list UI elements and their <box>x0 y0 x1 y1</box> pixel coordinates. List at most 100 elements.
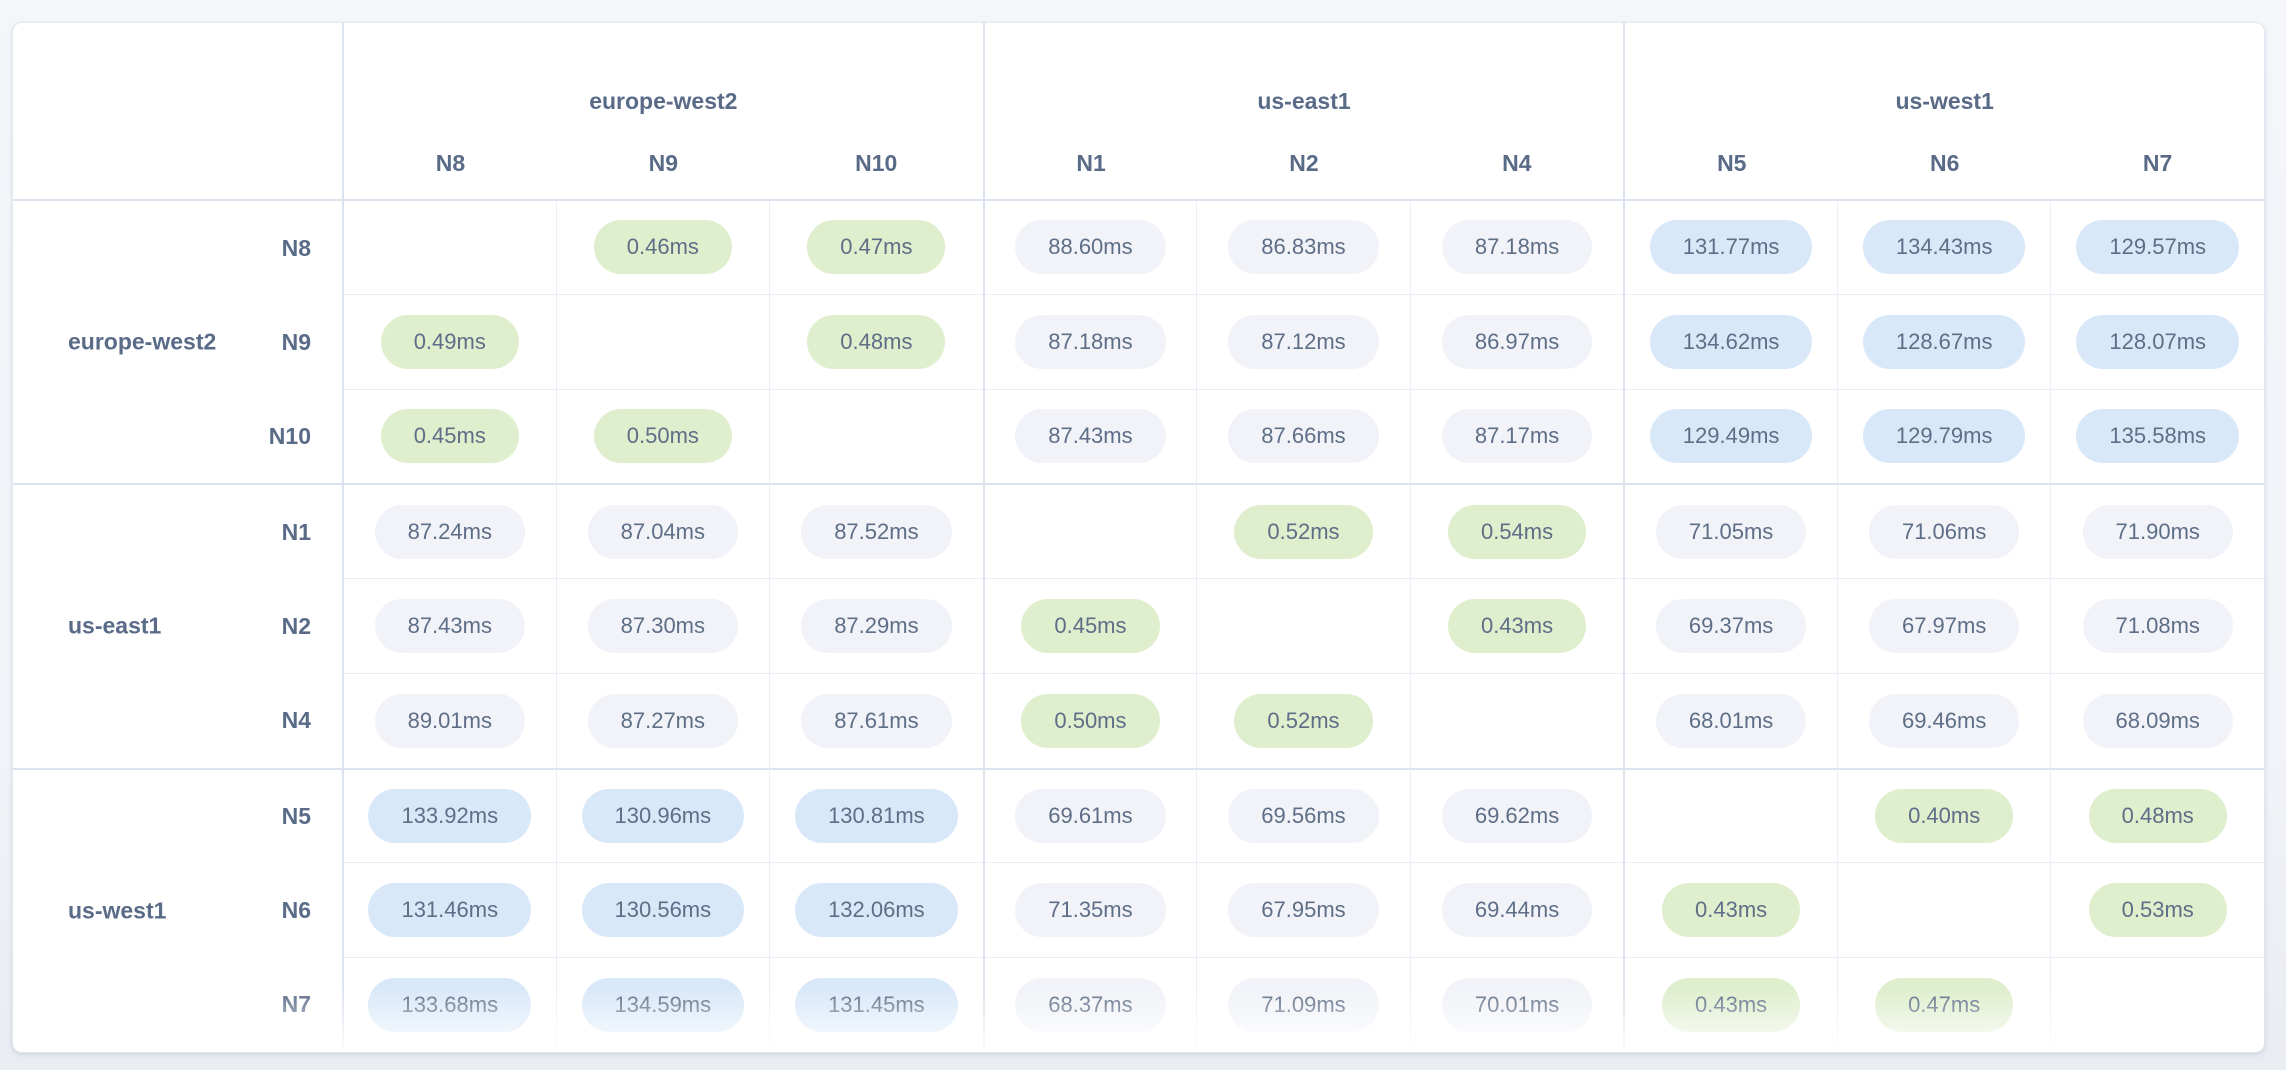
row-group-header-3: us-west1 N5 N6 N7 <box>13 767 342 1052</box>
row-node-label: N4 <box>281 707 311 734</box>
latency-cell-N6-N4: 69.44ms <box>1409 862 1624 958</box>
row-region-label: us-east1 <box>68 612 162 639</box>
row-group-header-1: europe-west2 N8 N9 N10 <box>13 199 342 483</box>
latency-cell-N5-N7: 0.48ms <box>2050 767 2264 863</box>
latency-cell-N7-N9: 134.59ms <box>555 957 770 1052</box>
latency-value: 87.12ms <box>1228 314 1379 369</box>
latency-cell-N5-N5 <box>1623 767 1837 863</box>
latency-cell-N8-N1: 88.60ms <box>982 199 1197 294</box>
row-region-label: europe-west2 <box>68 328 217 355</box>
latency-value: 87.30ms <box>587 598 739 653</box>
latency-cell-N9-N4: 86.97ms <box>1409 293 1624 389</box>
column-node-label: N4 <box>1502 149 1532 176</box>
corner-cell <box>13 23 342 199</box>
latency-value: 133.92ms <box>368 789 532 844</box>
row-node-label: N5 <box>281 803 311 830</box>
latency-cell-N7-N5: 0.43ms <box>1623 957 1837 1052</box>
row-node-label: N7 <box>281 991 311 1018</box>
latency-value: 129.49ms <box>1649 409 1813 464</box>
latency-value: 87.66ms <box>1228 409 1379 464</box>
latency-value: 131.77ms <box>1649 220 1813 275</box>
latency-value: 89.01ms <box>374 693 525 748</box>
latency-cell-N9-N5: 134.62ms <box>1623 293 1837 389</box>
latency-cell-N1-N10: 87.52ms <box>769 483 983 579</box>
latency-cell-N5-N8: 133.92ms <box>342 767 556 863</box>
row-node-column: N8 N9 N10 <box>13 201 342 483</box>
latency-cell-N9-N1: 87.18ms <box>982 293 1197 389</box>
latency-cell-N1-N1 <box>982 483 1197 579</box>
latency-value: 87.43ms <box>1015 409 1166 464</box>
latency-value: 68.09ms <box>2082 693 2233 748</box>
column-region-label: us-east1 <box>1257 88 1351 114</box>
latency-value: 0.46ms <box>593 220 732 275</box>
latency-value: 130.56ms <box>581 883 745 938</box>
latency-cell-N10-N5: 129.49ms <box>1623 388 1837 484</box>
latency-cell-N4-N8: 89.01ms <box>342 672 556 768</box>
latency-value: 131.45ms <box>795 978 958 1033</box>
column-node-label: N5 <box>1717 149 1747 176</box>
latency-cell-N2-N9: 87.30ms <box>555 578 770 673</box>
latency-value: 86.83ms <box>1228 220 1379 275</box>
latency-cell-N2-N2 <box>1196 578 1410 673</box>
latency-cell-N5-N10: 130.81ms <box>769 767 983 863</box>
latency-value: 87.17ms <box>1441 409 1593 464</box>
row-node-label: N8 <box>281 234 311 261</box>
latency-value: 129.79ms <box>1862 409 2026 464</box>
latency-value: 87.18ms <box>1015 314 1166 369</box>
latency-cell-N4-N1: 0.50ms <box>982 672 1197 768</box>
latency-value: 0.48ms <box>807 314 946 369</box>
latency-value: 71.90ms <box>2082 504 2233 559</box>
latency-value: 69.44ms <box>1441 883 1593 938</box>
latency-cell-N1-N9: 87.04ms <box>555 483 770 579</box>
latency-value: 0.40ms <box>1875 789 2014 844</box>
latency-cell-N6-N9: 130.56ms <box>555 862 770 958</box>
column-node-row: N8 N9 N10 <box>344 127 983 199</box>
latency-value: 130.96ms <box>581 789 745 844</box>
column-node-label: N7 <box>2142 149 2173 176</box>
latency-cell-N10-N9: 0.50ms <box>555 388 770 484</box>
column-node-label: N2 <box>1289 149 1319 176</box>
latency-value: 0.45ms <box>1021 598 1160 653</box>
latency-cell-N8-N8 <box>342 199 556 294</box>
latency-value: 71.06ms <box>1868 504 2020 559</box>
latency-cell-N6-N10: 132.06ms <box>769 862 983 958</box>
latency-cell-N4-N7: 68.09ms <box>2050 672 2264 768</box>
latency-matrix-card: europe-west2 N8 N9 N10 us-east1 N1 N2 N4… <box>12 22 2265 1053</box>
latency-cell-N10-N7: 135.58ms <box>2050 388 2264 484</box>
latency-cell-N9-N10: 0.48ms <box>769 293 983 389</box>
latency-cell-N2-N6: 67.97ms <box>1836 578 2051 673</box>
latency-cell-N8-N5: 131.77ms <box>1623 199 1837 294</box>
latency-value: 67.97ms <box>1868 598 2020 653</box>
latency-cell-N2-N5: 69.37ms <box>1623 578 1837 673</box>
column-node-label: N9 <box>648 149 679 176</box>
latency-value: 87.52ms <box>801 504 952 559</box>
latency-cell-N8-N10: 0.47ms <box>769 199 983 294</box>
column-group-header-2: us-east1 N1 N2 N4 <box>982 23 1624 199</box>
latency-value: 86.97ms <box>1441 314 1593 369</box>
latency-value: 0.43ms <box>1662 978 1801 1033</box>
latency-cell-N5-N1: 69.61ms <box>982 767 1197 863</box>
latency-value: 71.05ms <box>1655 504 1807 559</box>
latency-cell-N5-N4: 69.62ms <box>1409 767 1624 863</box>
latency-value: 0.50ms <box>593 409 732 464</box>
latency-value: 134.62ms <box>1649 314 1813 369</box>
latency-cell-N7-N7 <box>2050 957 2264 1052</box>
latency-cell-N2-N4: 0.43ms <box>1409 578 1624 673</box>
latency-cell-N7-N2: 71.09ms <box>1196 957 1410 1052</box>
latency-cell-N1-N4: 0.54ms <box>1409 483 1624 579</box>
latency-cell-N7-N4: 70.01ms <box>1409 957 1624 1052</box>
latency-cell-N2-N10: 87.29ms <box>769 578 983 673</box>
latency-cell-N9-N2: 87.12ms <box>1196 293 1410 389</box>
row-node-column: N1 N2 N4 <box>13 485 342 767</box>
latency-cell-N6-N8: 131.46ms <box>342 862 556 958</box>
latency-cell-N8-N6: 134.43ms <box>1836 199 2051 294</box>
latency-value: 68.01ms <box>1655 693 1807 748</box>
latency-cell-N9-N6: 128.67ms <box>1836 293 2051 389</box>
latency-value: 128.07ms <box>2076 314 2240 369</box>
latency-value: 87.27ms <box>587 693 739 748</box>
latency-cell-N6-N7: 0.53ms <box>2050 862 2264 958</box>
latency-value: 70.01ms <box>1441 978 1593 1033</box>
latency-cell-N6-N5: 0.43ms <box>1623 862 1837 958</box>
latency-value: 0.47ms <box>807 220 946 275</box>
